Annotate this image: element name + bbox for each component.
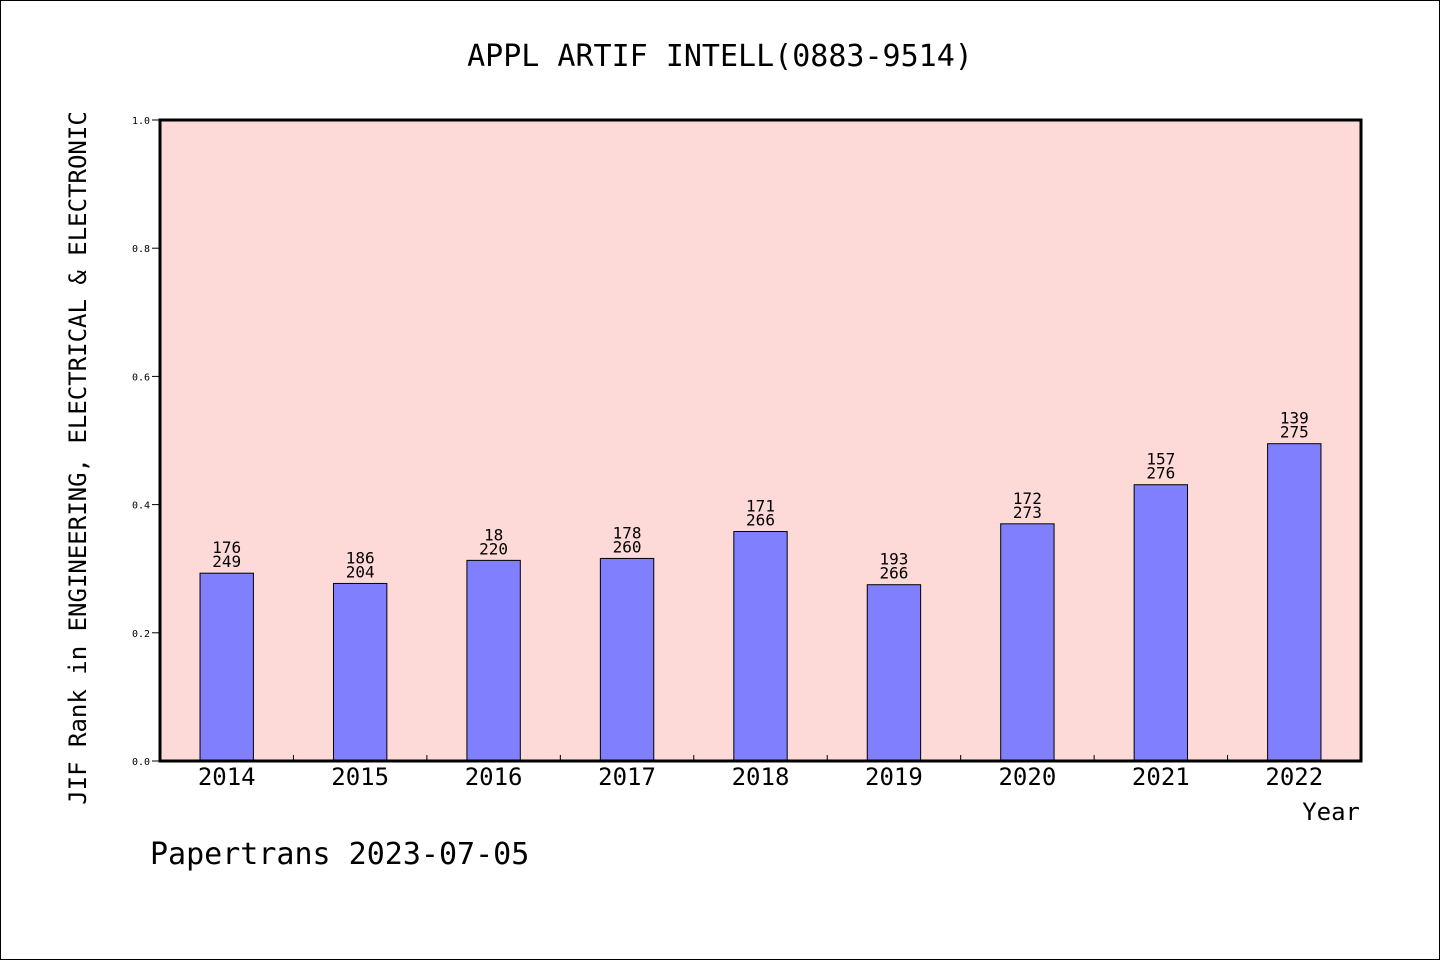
bar-label-top: 139 [1280, 409, 1309, 428]
bar-label-top: 172 [1013, 489, 1042, 508]
bar-label-bottom: 275 [1280, 423, 1309, 442]
bar [599, 557, 655, 762]
y-tick-label: 0.4 [132, 501, 150, 512]
plot-border [158, 118, 1363, 763]
y-tick-label: 0.0 [132, 757, 150, 768]
x-tick-label: 2016 [465, 763, 523, 791]
y-axis-label: JIF Rank in ENGINEERING, ELECTRICAL & EL… [64, 111, 92, 805]
y-tick-label: 0.6 [132, 372, 150, 383]
x-tick-label: 2014 [198, 763, 256, 791]
bar [733, 531, 788, 762]
bar-label-bottom: 220 [479, 539, 508, 558]
y-tick-label: 1.0 [132, 116, 150, 127]
x-tick-label: 2018 [732, 763, 790, 791]
bar-label-bottom: 273 [1013, 503, 1042, 522]
x-tick-label: 2020 [998, 763, 1056, 791]
bars [199, 443, 1322, 762]
bar [866, 584, 922, 762]
bar-label-bottom: 204 [346, 562, 375, 581]
chart-title: APPL ARTIF INTELL(0883-9514) [467, 39, 973, 74]
x-tick-label: 2022 [1265, 763, 1323, 791]
bar-label-top: 176 [212, 538, 241, 557]
bar-label-bottom: 276 [1146, 464, 1175, 483]
x-tick-label: 2019 [865, 763, 923, 791]
bar [466, 559, 521, 762]
y-tick-label: 0.8 [132, 244, 150, 255]
bar-label-bottom: 266 [746, 511, 775, 530]
bar [1133, 484, 1189, 762]
bar-label-bottom: 266 [879, 564, 908, 583]
bar [1267, 443, 1322, 762]
x-tick-label: 2021 [1132, 763, 1190, 791]
x-axis-label: Year [1302, 798, 1360, 826]
x-tick-label: 2017 [598, 763, 656, 791]
bar [332, 582, 388, 762]
bar-label-bottom: 249 [212, 552, 241, 571]
x-tick-label: 2015 [331, 763, 389, 791]
x-axis-ticks: 2014 2015 2016 2017 2018 2019 2020 2021 2022 [198, 755, 1323, 791]
y-tick-label: 0.2 [132, 629, 150, 640]
bar-label-top: 193 [879, 550, 908, 569]
bar [1000, 523, 1055, 762]
bar [199, 572, 254, 762]
bar-label-top: 186 [346, 548, 375, 567]
bar-label-top: 178 [613, 523, 642, 542]
bar-label-top: 157 [1146, 450, 1175, 469]
footer-text: Papertrans 2023-07-05 [150, 837, 529, 872]
bar-label-top: 18 [484, 525, 503, 544]
bar-label-top: 171 [746, 497, 775, 516]
y-axis-ticks: 0.0 0.2 0.4 0.6 0.8 1.0 [132, 116, 160, 768]
bar-label-bottom: 260 [613, 537, 642, 556]
